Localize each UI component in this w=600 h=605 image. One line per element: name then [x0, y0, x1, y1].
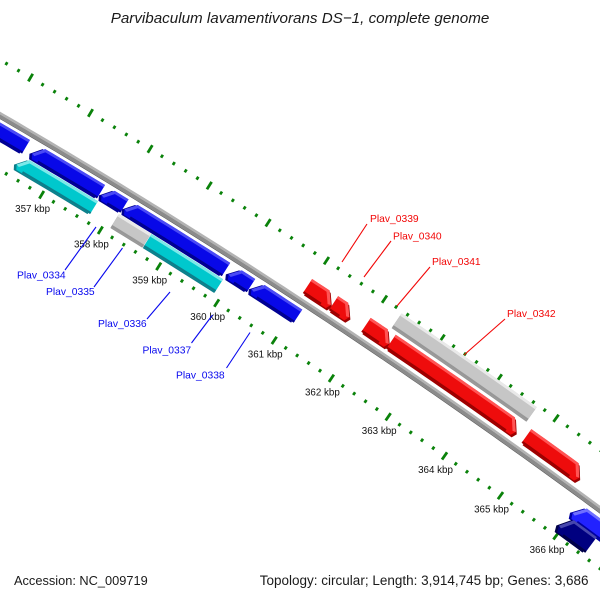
svg-text:365 kbp: 365 kbp: [474, 505, 509, 516]
svg-text:359 kbp: 359 kbp: [132, 275, 167, 286]
svg-text:Plav_0340: Plav_0340: [393, 232, 442, 243]
svg-text:Plav_0339: Plav_0339: [370, 214, 419, 225]
svg-text:Topology: circular; Length: 3,: Topology: circular; Length: 3,914,745 bp…: [260, 573, 589, 588]
svg-text:Plav_0338: Plav_0338: [176, 371, 225, 382]
svg-text:Plav_0341: Plav_0341: [432, 257, 481, 268]
svg-text:Plav_0342: Plav_0342: [507, 309, 556, 320]
svg-text:361 kbp: 361 kbp: [248, 349, 283, 360]
svg-text:Plav_0336: Plav_0336: [98, 319, 147, 330]
svg-text:362 kbp: 362 kbp: [305, 387, 340, 398]
svg-text:363 kbp: 363 kbp: [362, 426, 397, 437]
svg-text:357 kbp: 357 kbp: [15, 204, 50, 215]
svg-text:360 kbp: 360 kbp: [190, 312, 225, 323]
svg-text:Plav_0335: Plav_0335: [46, 287, 95, 298]
svg-text:Parvibaculum lavamentivorans D: Parvibaculum lavamentivorans DS−1, compl…: [111, 10, 490, 27]
svg-text:358 kbp: 358 kbp: [74, 239, 109, 250]
svg-text:364 kbp: 364 kbp: [418, 465, 453, 476]
svg-text:Accession: NC_009719: Accession: NC_009719: [14, 573, 148, 588]
svg-text:Plav_0334: Plav_0334: [17, 271, 66, 282]
svg-text:366 kbp: 366 kbp: [530, 545, 565, 556]
svg-text:Plav_0337: Plav_0337: [143, 346, 192, 357]
